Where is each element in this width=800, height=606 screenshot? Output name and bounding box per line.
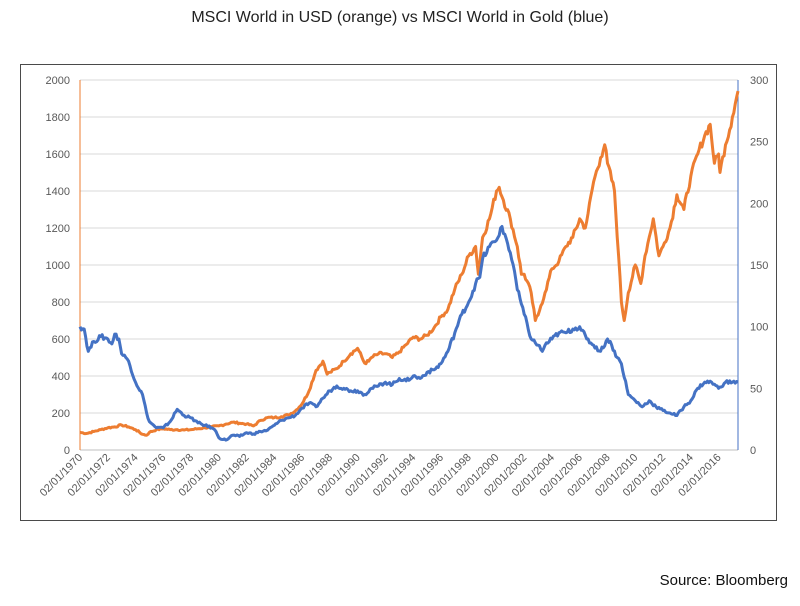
series-line-gold (78, 225, 739, 442)
y-left-tick-label: 200 (52, 408, 70, 420)
y-right-tick-label: 150 (750, 260, 768, 272)
y-right-tick-label: 50 (750, 383, 762, 395)
y-left-tick-label: 2000 (46, 75, 70, 87)
y-left-tick-label: 600 (52, 334, 70, 346)
y-right-tick-label: 300 (750, 75, 768, 87)
y-axis-left-ticks: 0 200 400 600 800 1000 1200 1400 1600 1800 2000 (46, 75, 70, 457)
y-right-tick-label: 0 (750, 445, 756, 457)
series-lines (78, 90, 740, 442)
source-note: Source: Bloomberg (659, 572, 788, 589)
axes (79, 80, 739, 451)
series-line-usd (79, 90, 740, 437)
y-left-tick-label: 1600 (46, 149, 70, 161)
y-left-tick-label: 400 (52, 371, 70, 383)
chart-frame (20, 64, 777, 521)
x-axis-ticks: 02/01/197002/01/197202/01/197402/01/1976… (38, 452, 724, 499)
y-axis-right-ticks: 0 50 100 150 200 250 300 (750, 75, 768, 457)
y-left-tick-label: 800 (52, 297, 70, 309)
chart-title: MSCI World in USD (orange) vs MSCI World… (191, 9, 609, 26)
y-left-tick-label: 1000 (46, 260, 70, 272)
y-left-tick-label: 1200 (46, 223, 70, 235)
y-left-tick-label: 0 (64, 445, 70, 457)
y-right-tick-label: 250 (750, 137, 768, 149)
y-left-tick-label: 1400 (46, 186, 70, 198)
y-left-tick-label: 1800 (46, 112, 70, 124)
gridlines (80, 79, 738, 414)
y-right-tick-label: 200 (750, 198, 768, 210)
y-right-tick-label: 100 (750, 322, 768, 334)
